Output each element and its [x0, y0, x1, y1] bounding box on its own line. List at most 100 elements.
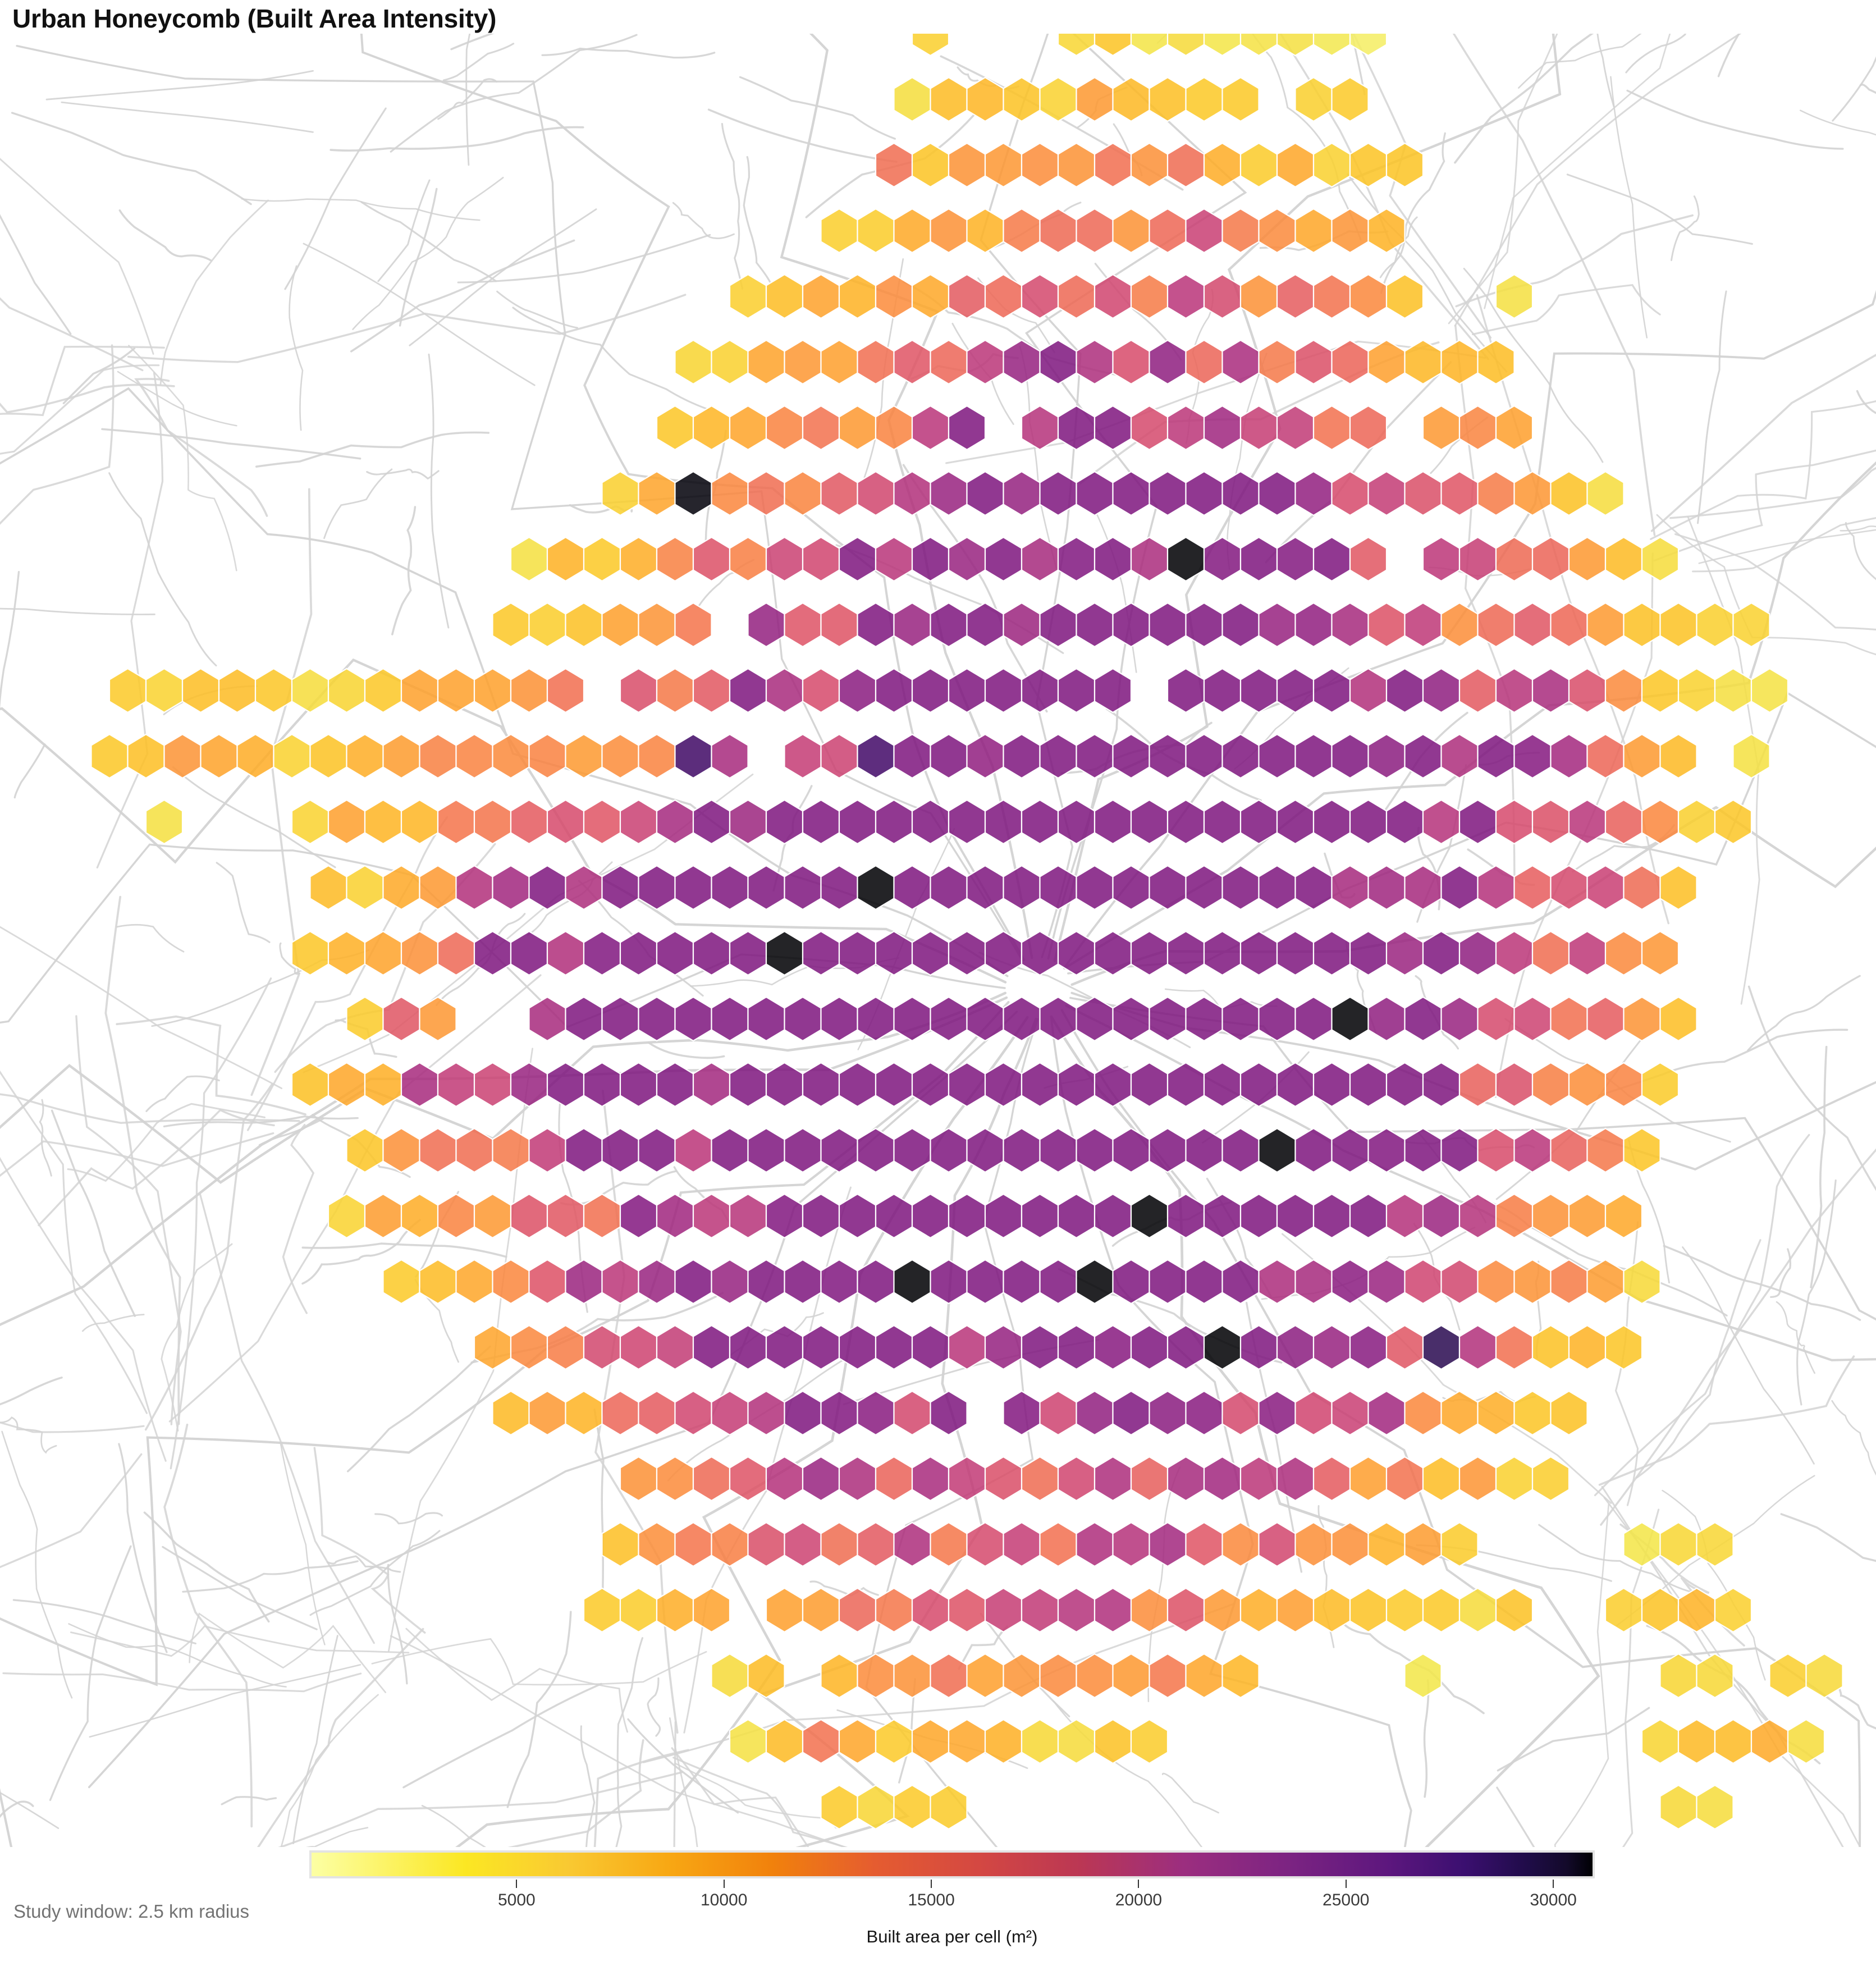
hexbin-cell: [1331, 76, 1369, 122]
road-line: [1472, 284, 1661, 336]
hexbin-cell: [930, 1127, 968, 1173]
hexbin-cell: [1203, 273, 1242, 319]
road-line: [1279, 34, 1489, 360]
hexbin-cell: [857, 1784, 895, 1830]
hexbin-cell: [930, 865, 968, 911]
hexbin-cell: [1057, 1718, 1096, 1764]
hexbin-cell: [528, 996, 566, 1042]
hexbin-cell: [1185, 1521, 1223, 1567]
hexbin-cell: [784, 1127, 822, 1173]
hexbin-cell: [1440, 339, 1479, 385]
hexbin-cell: [875, 1587, 913, 1633]
road-line: [45, 70, 314, 100]
hexbin-cell: [619, 1193, 658, 1239]
hexbin-cell: [1039, 865, 1077, 911]
hexbin-cell: [1221, 1127, 1260, 1173]
road-line: [159, 199, 269, 386]
road-line: [0, 214, 72, 335]
hexbin-cell: [1349, 799, 1388, 845]
hexbin-cell: [1349, 1456, 1388, 1502]
road-line: [627, 1718, 739, 1814]
hexbin-cell: [674, 1127, 712, 1173]
road-line: [1448, 34, 1558, 324]
road-line: [278, 1771, 683, 1847]
hexbin-cell: [510, 930, 548, 976]
hexbin-cell: [1093, 1193, 1132, 1239]
road-line: [1147, 1466, 1180, 1702]
hexbin-cell: [1623, 1127, 1661, 1173]
hexbin-cell: [1367, 208, 1406, 254]
hexbin-cell: [163, 733, 202, 779]
road-line: [512, 307, 710, 410]
hexbin-cell: [1404, 1259, 1442, 1305]
road-line: [1780, 1513, 1876, 1562]
hexbin-cell: [1130, 1062, 1169, 1108]
hexbin-cell: [1331, 208, 1369, 254]
hexbin-cell: [200, 733, 238, 779]
road-line: [1840, 525, 1876, 532]
hexbin-cell: [1349, 1193, 1388, 1239]
hexbin-cell: [1367, 1127, 1406, 1173]
road-line: [1095, 511, 1137, 673]
road-line: [428, 353, 450, 629]
hexbin-cell: [638, 470, 676, 516]
hexbin-cell: [1294, 602, 1333, 648]
hexbin-cell: [656, 668, 694, 714]
hexbin-cell: [765, 1062, 804, 1108]
hexbin-cell: [638, 1127, 676, 1173]
hexbin-cell: [1550, 865, 1588, 911]
hexbin-cell: [1130, 1587, 1169, 1633]
hexbin-cell: [802, 799, 840, 845]
hexbin-cell: [1440, 733, 1479, 779]
hexbin-cell: [1239, 1324, 1278, 1370]
hexbin-cell: [1149, 996, 1187, 1042]
hexbin-cell: [692, 1193, 731, 1239]
hexbin-cell: [1185, 733, 1223, 779]
hexbin-cell: [1057, 668, 1096, 714]
hexbin-cell: [802, 1062, 840, 1108]
hexbin-cell: [656, 405, 694, 451]
hexbin-cell: [893, 470, 931, 516]
hexbin-cell: [1093, 1587, 1132, 1633]
hexbin-cell: [1276, 1193, 1315, 1239]
hexbin-cell: [948, 1456, 986, 1502]
hexbin-cell: [1076, 1521, 1114, 1567]
hexbin-cell: [1404, 1127, 1442, 1173]
road-line: [117, 371, 237, 427]
hexbin-cell: [1294, 1521, 1333, 1567]
hexbin-cell: [528, 733, 566, 779]
hexbin-cell: [1458, 405, 1497, 451]
hexbin-cell: [364, 1193, 402, 1239]
hexbin-cell: [838, 536, 877, 582]
hexbin-cell: [820, 1784, 858, 1830]
hexbin-cell: [1239, 668, 1278, 714]
hexbin-cell: [1750, 1718, 1789, 1764]
hexbin-cell: [1239, 405, 1278, 451]
hexbin-cell: [1021, 536, 1059, 582]
road-line: [1838, 1688, 1876, 1730]
hexbin-cell: [638, 602, 676, 648]
road-line: [241, 198, 481, 221]
hexbin-cell: [1440, 1259, 1479, 1305]
hexbin-cell: [364, 930, 402, 976]
hexbin-cell: [309, 733, 347, 779]
road-line: [352, 176, 504, 330]
hexbin-cell: [966, 1521, 1004, 1567]
road-line: [1, 1430, 73, 1699]
hexbin-cell: [1112, 1390, 1150, 1436]
hexbin-cell: [656, 1324, 694, 1370]
hexbin-cell: [984, 536, 1023, 582]
road-line: [0, 926, 283, 1090]
hexbin-cell: [1312, 1193, 1351, 1239]
hexbin-cell: [656, 536, 694, 582]
hexbin-cell: [546, 536, 585, 582]
hexbin-cell: [875, 273, 913, 319]
hexbin-cell: [1331, 339, 1369, 385]
hexbin-cell: [857, 602, 895, 648]
hexbin-cell: [747, 470, 785, 516]
road-line: [1696, 290, 1727, 524]
colorbar-frame[interactable]: [309, 1850, 1595, 1878]
hexbin-cell: [1422, 1193, 1461, 1239]
road-line: [1497, 1707, 1650, 1772]
road-line: [16, 45, 1024, 962]
